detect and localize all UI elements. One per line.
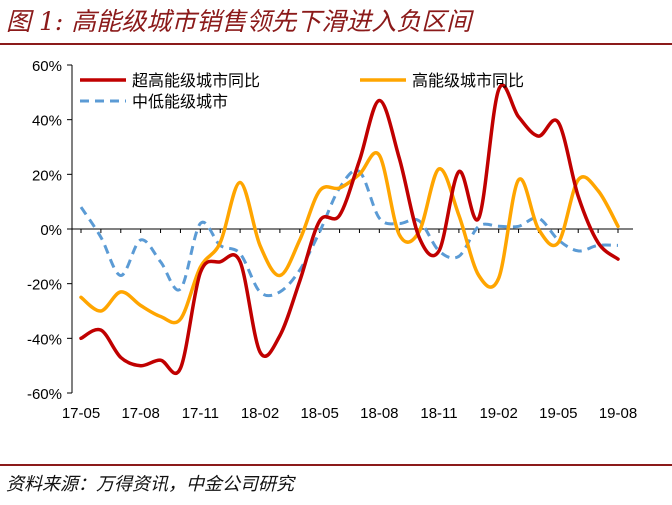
y-tick-label: -20% — [27, 277, 62, 294]
y-tick-label: 20% — [32, 167, 62, 184]
legend-label-2: 高能级城市同比 — [412, 72, 524, 90]
x-tick-label: 17-05 — [62, 405, 100, 422]
y-tick-label: -40% — [27, 331, 62, 348]
x-tick-label: 18-05 — [300, 405, 338, 422]
series-line-3 — [79, 168, 619, 298]
legend-label-1: 超高能级城市同比 — [132, 72, 260, 90]
line-chart: 60% 40% 20% 0% -20% -40% -60%17-05 17-08 17-11 18… — [27, 58, 637, 422]
y-tick-label: 0% — [40, 222, 62, 239]
x-tick-label: 17-08 — [121, 405, 159, 422]
legend-label-3: 中低能级城市 — [132, 93, 228, 111]
x-tick-label: 19-05 — [539, 405, 577, 422]
x-tick-label: 18-11 — [420, 405, 457, 422]
source-divider — [0, 464, 672, 466]
figure-title: 图 1: 高能级城市销售领先下滑进入负区间 — [6, 7, 472, 36]
x-tick-label: 19-08 — [599, 405, 637, 422]
title-divider — [0, 43, 672, 45]
source-note: 资料来源：万得资讯，中金公司研究 — [6, 474, 294, 495]
x-tick-label: 18-02 — [241, 405, 279, 422]
y-tick-label: 40% — [32, 113, 62, 130]
series-line-1 — [79, 83, 620, 376]
y-tick-label: -60% — [27, 386, 62, 403]
x-tick-label: 18-08 — [360, 405, 398, 422]
series-layer — [79, 83, 620, 376]
series-line-2 — [79, 151, 620, 325]
x-tick-label: 17-11 — [182, 405, 219, 422]
x-tick-label: 19-02 — [479, 405, 517, 422]
y-tick-label: 60% — [32, 58, 62, 75]
